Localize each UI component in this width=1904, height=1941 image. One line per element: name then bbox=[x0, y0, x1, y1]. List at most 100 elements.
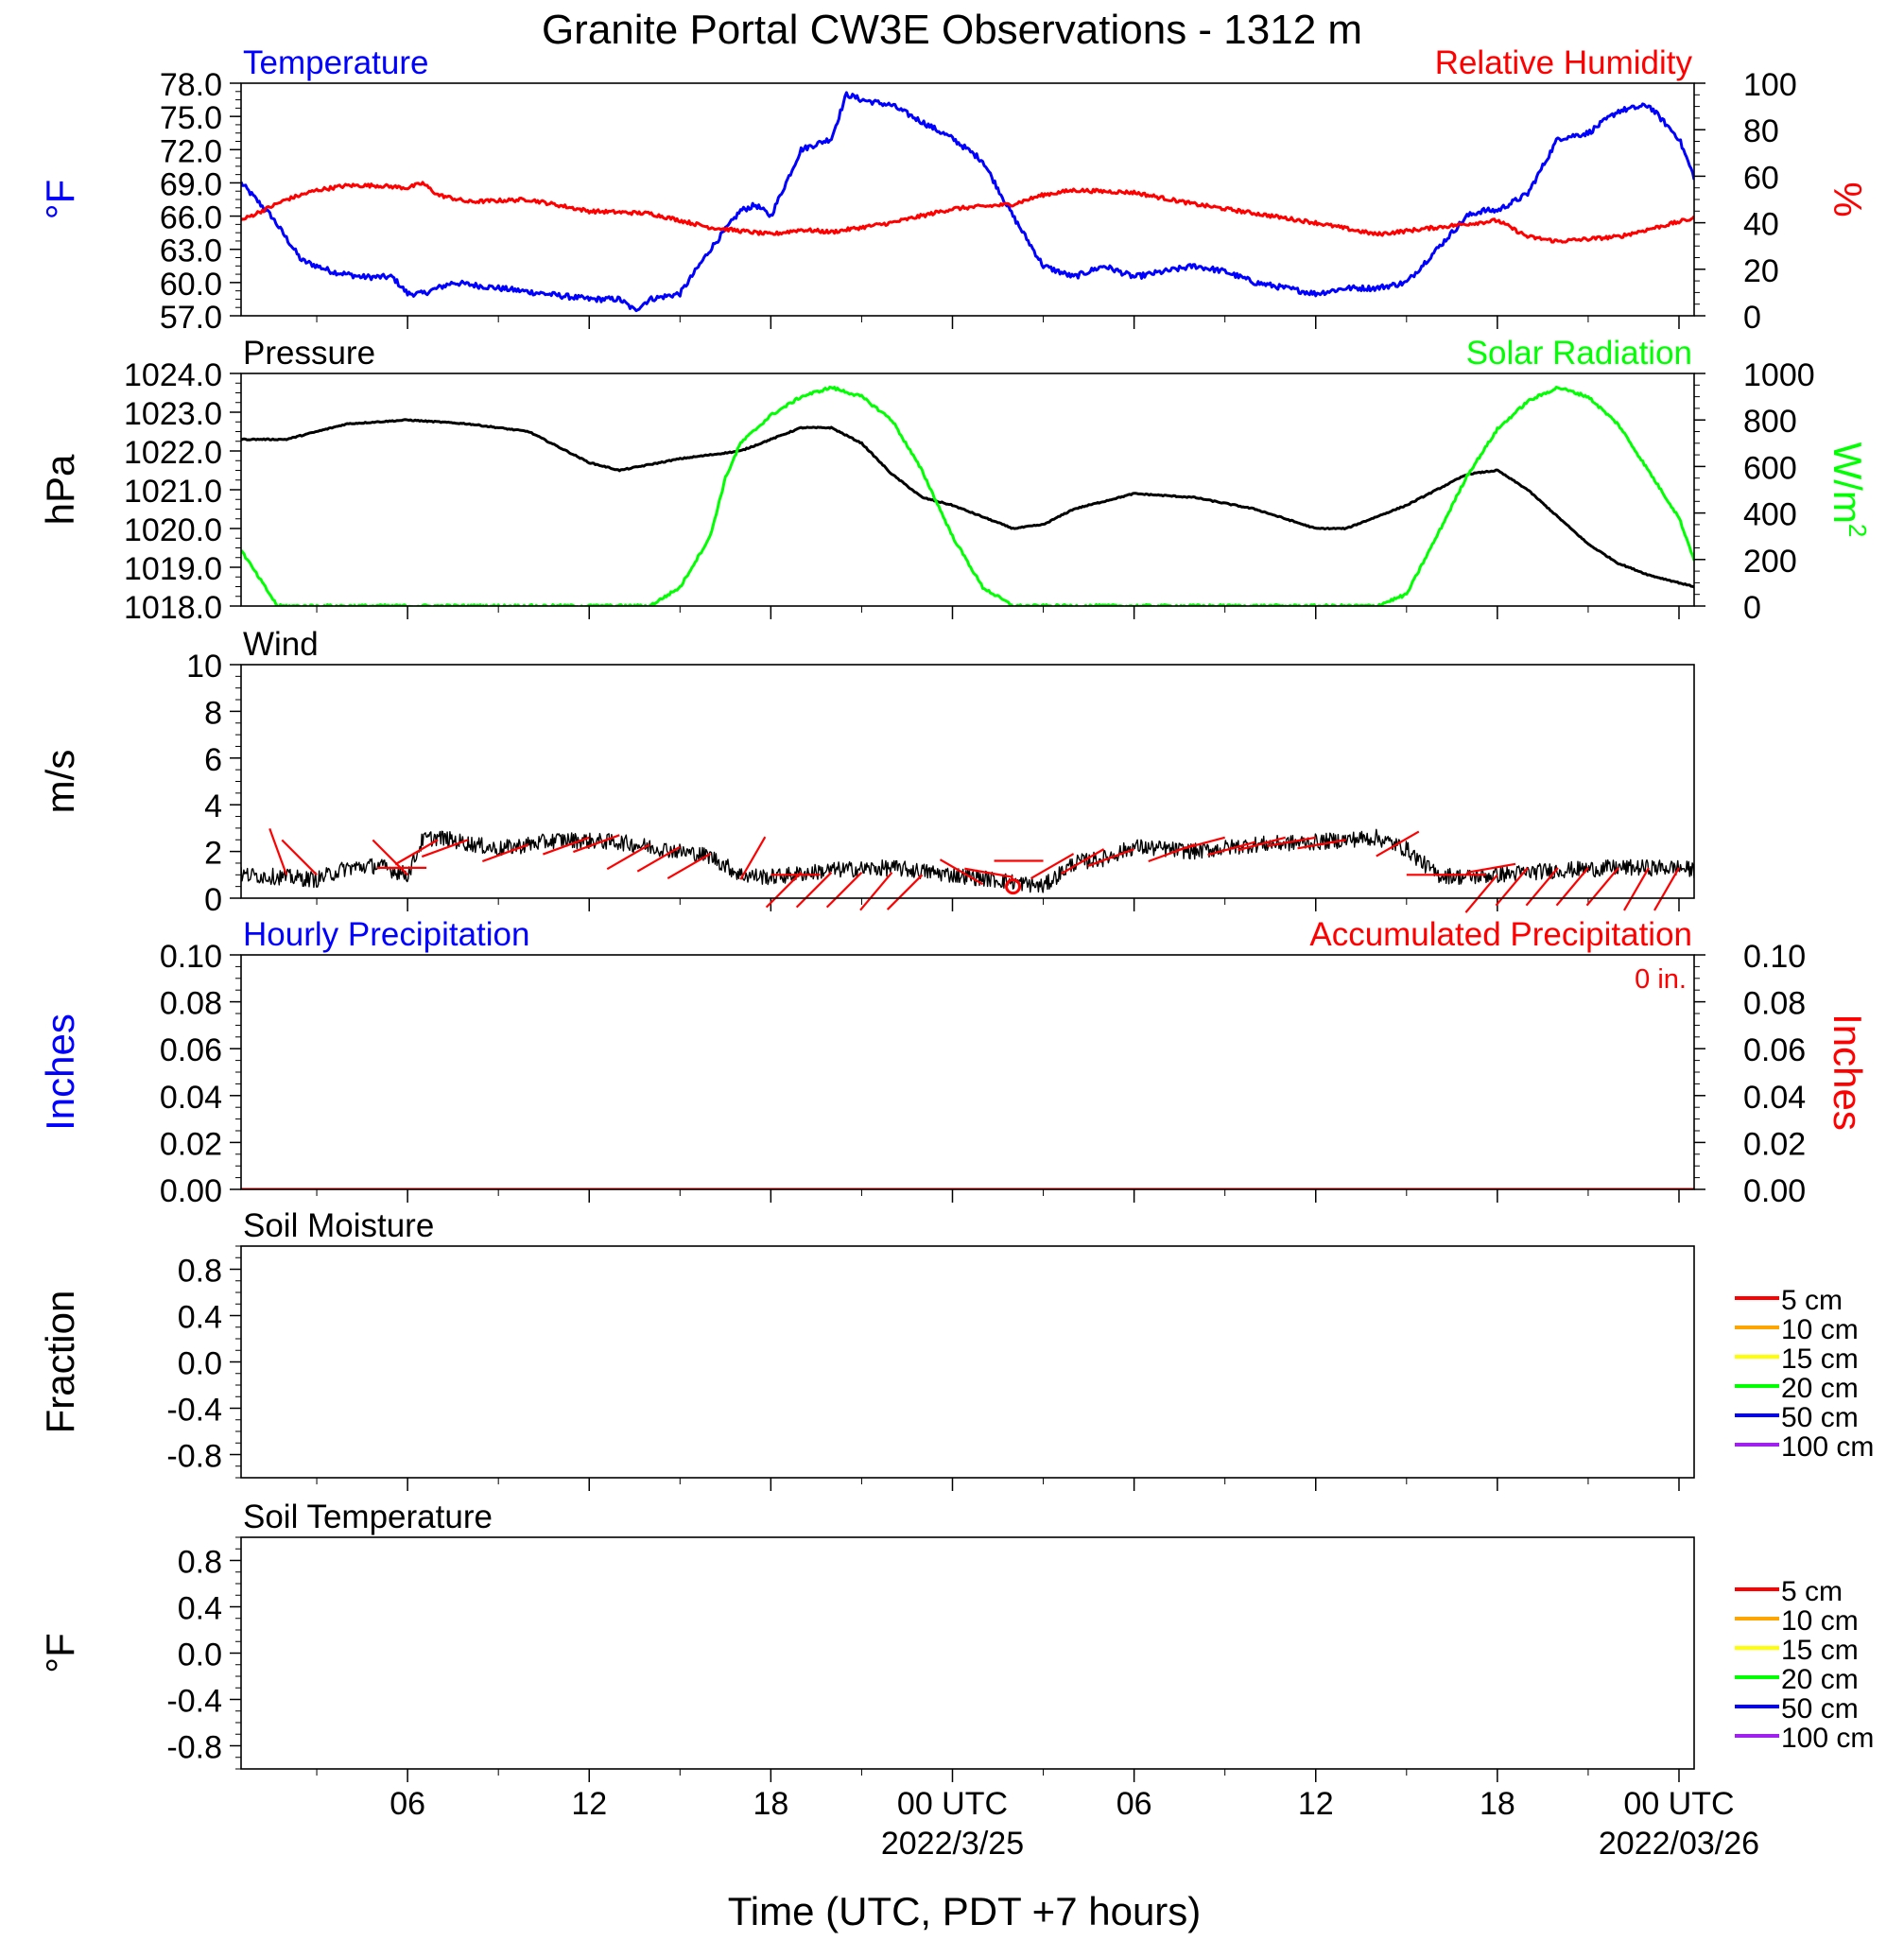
legend-label: 20 cm bbox=[1781, 1373, 1859, 1404]
wind-barb bbox=[859, 872, 893, 911]
right-axis-tick-label: 200 bbox=[1743, 544, 1797, 580]
left-axis-tick-label: -0.4 bbox=[166, 1393, 222, 1429]
left-axis-tick-label: 60.0 bbox=[160, 267, 222, 303]
legend-label: 50 cm bbox=[1781, 1693, 1859, 1724]
series-line-wind bbox=[241, 828, 1694, 893]
wind-barb bbox=[1525, 867, 1559, 907]
x-tick-label: 12 bbox=[1298, 1786, 1334, 1822]
right-axis-tick-label: 400 bbox=[1743, 497, 1797, 533]
legend-label: 50 cm bbox=[1781, 1402, 1859, 1433]
right-axis-tick-label: 0.08 bbox=[1743, 986, 1806, 1022]
left-axis-tick-label: -0.8 bbox=[166, 1439, 222, 1475]
left-axis-tick-label: 0.4 bbox=[178, 1300, 222, 1336]
wind-barb bbox=[1087, 848, 1134, 867]
left-axis-tick-label: 10 bbox=[186, 649, 222, 685]
x-tick-date: 2022/03/26 bbox=[1599, 1826, 1759, 1862]
wind-barb bbox=[1267, 836, 1316, 847]
right-axis-tick-label: 0 bbox=[1743, 300, 1761, 336]
panel-title-left: Pressure bbox=[243, 335, 375, 372]
wind-barb bbox=[964, 867, 1013, 878]
left-axis-tick-label: 4 bbox=[204, 789, 222, 824]
wind-barb bbox=[268, 828, 288, 875]
legend-label: 10 cm bbox=[1781, 1605, 1859, 1637]
wind-barb bbox=[1495, 867, 1529, 907]
panel-title-left: Wind bbox=[243, 626, 319, 663]
panel-title-right: Relative Humidity bbox=[1435, 44, 1693, 81]
left-axis-tick-label: -0.8 bbox=[166, 1730, 222, 1766]
right-axis-tick-label: 100 bbox=[1743, 67, 1797, 103]
left-unit-label: °F bbox=[38, 1633, 82, 1672]
x-tick-date: 2022/3/25 bbox=[881, 1826, 1024, 1862]
series-line-relative-humidity bbox=[241, 181, 1694, 244]
panel-frame bbox=[240, 1536, 1695, 1770]
series-line-pressure bbox=[241, 418, 1694, 589]
panel-title-right: Solar Radiation bbox=[1466, 335, 1692, 372]
panel-precipitation: 0.00 0.02 0.04 0.06 0.08 0.10 0.00 0.02 0.04 0.06… bbox=[38, 916, 1870, 1209]
right-axis-tick-label: 40 bbox=[1743, 207, 1779, 243]
wind-barb bbox=[886, 874, 924, 910]
left-axis-tick-label: 1020.0 bbox=[124, 512, 222, 548]
wind-barb bbox=[1464, 874, 1498, 913]
accumulated-total: 0 in. bbox=[1635, 964, 1687, 995]
right-axis-tick-label: 0 bbox=[1743, 590, 1761, 626]
right-axis-tick-label: 800 bbox=[1743, 404, 1797, 440]
x-tick-label: 00 UTC bbox=[1623, 1786, 1734, 1822]
left-axis-tick-label: 69.0 bbox=[160, 166, 222, 202]
left-axis-tick-label: 0.8 bbox=[178, 1254, 222, 1290]
legend-label: 15 cm bbox=[1781, 1635, 1859, 1666]
panel-frame bbox=[240, 82, 1695, 317]
left-axis-tick-label: 0.0 bbox=[178, 1638, 222, 1673]
left-unit-label: Fraction bbox=[38, 1291, 82, 1434]
left-axis-tick-label: 0 bbox=[204, 882, 222, 918]
panel-title-left: Temperature bbox=[243, 44, 428, 81]
x-tick-label: 12 bbox=[571, 1786, 607, 1822]
left-axis-tick-label: 6 bbox=[204, 742, 222, 778]
panel-title-left: Soil Moisture bbox=[243, 1207, 434, 1244]
wind-barb bbox=[1238, 836, 1287, 852]
wind-barb bbox=[1623, 867, 1650, 911]
right-axis-tick-label: 1000 bbox=[1743, 357, 1815, 393]
left-axis-tick-label: 0.06 bbox=[160, 1032, 222, 1068]
left-axis-tick-label: 1019.0 bbox=[124, 551, 222, 587]
panel-frame bbox=[240, 954, 1695, 1190]
wind-barb bbox=[825, 872, 863, 909]
right-axis-tick-label: 0.02 bbox=[1743, 1126, 1806, 1162]
wind-barb bbox=[1061, 848, 1105, 875]
x-tick-label: 18 bbox=[753, 1786, 788, 1822]
wind-barb bbox=[739, 836, 767, 880]
wind-barb bbox=[1585, 867, 1619, 907]
panel-frame bbox=[240, 1245, 1695, 1479]
left-axis-tick-label: 57.0 bbox=[160, 300, 222, 336]
left-axis-tick-label: 0.10 bbox=[160, 939, 222, 975]
x-tick-label: 06 bbox=[389, 1786, 425, 1822]
right-axis-tick-label: 0.06 bbox=[1743, 1032, 1806, 1068]
x-tick-label: 06 bbox=[1116, 1786, 1152, 1822]
wind-barb bbox=[1030, 853, 1075, 880]
left-axis-tick-label: 2 bbox=[204, 836, 222, 872]
wind-barb bbox=[1376, 830, 1420, 858]
legend-label: 5 cm bbox=[1781, 1285, 1843, 1316]
chart-title: Granite Portal CW3E Observations - 1312 … bbox=[542, 7, 1362, 53]
right-axis-tick-label: 0.10 bbox=[1743, 939, 1806, 975]
left-axis-tick-label: 0.4 bbox=[178, 1591, 222, 1627]
wind-barb bbox=[1297, 839, 1346, 850]
legend-label: 10 cm bbox=[1781, 1314, 1859, 1345]
right-unit-label: % bbox=[1826, 182, 1870, 217]
right-unit-label: W/m2 bbox=[1826, 442, 1872, 538]
left-axis-tick-label: -0.4 bbox=[166, 1684, 222, 1720]
x-axis: 06 12 18 00 UTC 2022/3/25 06 12 18 00 UTC 2022/03… bbox=[389, 1786, 1759, 1862]
right-axis-tick-label: 20 bbox=[1743, 253, 1779, 289]
panels: 57.060.063.066.069.072.075.078.002040608… bbox=[38, 44, 1874, 1782]
wind-barb bbox=[542, 836, 590, 856]
wind-barb bbox=[1177, 836, 1225, 852]
wind-barb bbox=[1207, 841, 1255, 857]
left-axis-tick-label: 78.0 bbox=[160, 67, 222, 103]
panel-title-right: Accumulated Precipitation bbox=[1309, 916, 1692, 953]
right-axis-tick-label: 80 bbox=[1743, 113, 1779, 149]
wind-barb bbox=[939, 858, 984, 886]
left-axis-tick-label: 72.0 bbox=[160, 133, 222, 169]
left-axis-tick-label: 0.02 bbox=[160, 1126, 222, 1162]
series-line-temperature bbox=[241, 91, 1694, 313]
x-tick-label: 00 UTC bbox=[897, 1786, 1008, 1822]
